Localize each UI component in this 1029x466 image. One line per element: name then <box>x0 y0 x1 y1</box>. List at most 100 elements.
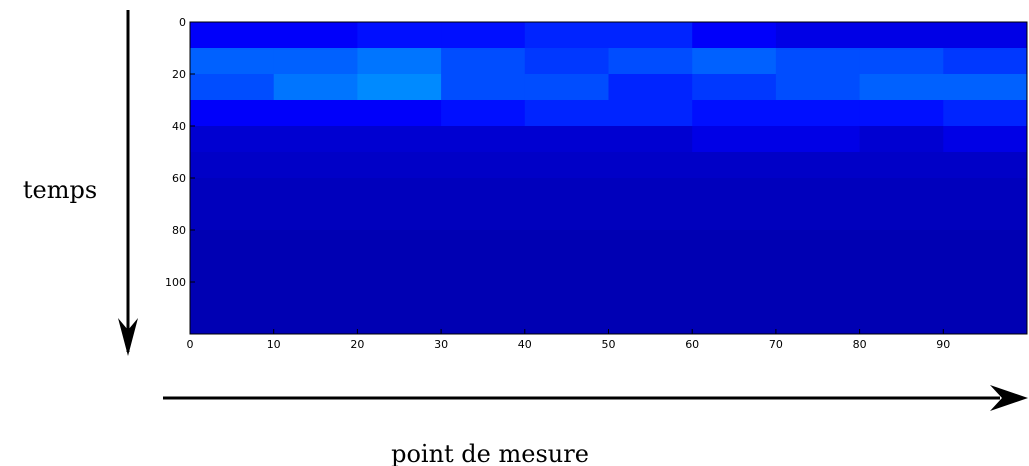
heat-cell <box>357 230 442 257</box>
arrow-head <box>990 385 1028 411</box>
heat-cell <box>357 22 442 49</box>
x-axis-label: point de mesure <box>391 440 589 466</box>
heat-cell <box>441 204 526 231</box>
heat-cell <box>441 100 526 127</box>
heat-cell <box>608 152 693 179</box>
heat-cell <box>943 308 1028 335</box>
heat-cell <box>441 152 526 179</box>
heat-cell <box>273 22 358 49</box>
heat-cell <box>190 204 275 231</box>
heat-cell <box>943 256 1028 283</box>
plot-area <box>189 21 1028 335</box>
heat-cell <box>273 308 358 335</box>
heat-cell <box>775 282 861 309</box>
heat-cell <box>943 100 1028 127</box>
heat-cell <box>943 74 1028 101</box>
heat-cell <box>357 178 442 205</box>
heat-cell <box>441 256 526 283</box>
heat-cell <box>441 282 526 309</box>
heat-cell <box>775 308 861 335</box>
x-tick-label: 60 <box>685 338 699 351</box>
y-tick-label: 40 <box>172 120 186 133</box>
x-tick-label: 50 <box>602 338 616 351</box>
heat-cell <box>608 204 693 231</box>
heat-cell <box>775 48 861 75</box>
heat-cell <box>190 178 275 205</box>
heat-cell <box>357 74 442 101</box>
heat-cell <box>859 256 944 283</box>
x-tick-label: 0 <box>187 338 194 351</box>
heat-cell <box>524 178 609 205</box>
heat-cell <box>692 48 777 75</box>
heat-cell <box>943 178 1028 205</box>
heat-cell <box>943 230 1028 257</box>
heat-cell <box>859 308 944 335</box>
heat-cell <box>608 100 693 127</box>
heat-cell <box>524 48 609 75</box>
heat-cell <box>775 230 861 257</box>
heat-cell <box>190 230 275 257</box>
heat-cell <box>859 230 944 257</box>
heat-cell <box>273 74 358 101</box>
heat-cell <box>190 256 275 283</box>
heat-cell <box>524 256 609 283</box>
heat-cell <box>608 74 693 101</box>
heat-cell <box>775 204 861 231</box>
heat-cell <box>273 152 358 179</box>
heat-cell <box>775 22 861 49</box>
heat-cell <box>441 230 526 257</box>
heat-cell <box>441 308 526 335</box>
heat-cell <box>273 230 358 257</box>
heat-cell <box>357 48 442 75</box>
heat-cell <box>692 256 777 283</box>
heat-cell <box>357 126 442 153</box>
heat-cell <box>943 48 1028 75</box>
heat-cell <box>943 204 1028 231</box>
heat-cell <box>608 230 693 257</box>
heat-cell <box>190 308 275 335</box>
heat-cell <box>524 282 609 309</box>
heat-cell <box>357 282 442 309</box>
arrow-head <box>118 318 138 356</box>
heat-cell <box>943 22 1028 49</box>
y-tick-label: 80 <box>172 224 186 237</box>
heat-cell <box>692 282 777 309</box>
heat-cell <box>273 204 358 231</box>
heat-cell <box>524 230 609 257</box>
heat-cell <box>524 126 609 153</box>
heat-cell <box>943 126 1028 153</box>
heat-cell <box>273 126 358 153</box>
heat-cell <box>692 100 777 127</box>
heat-cell <box>524 152 609 179</box>
heat-cell <box>608 256 693 283</box>
heat-cell <box>859 22 944 49</box>
heat-cell <box>692 152 777 179</box>
heat-cell <box>859 100 944 127</box>
heat-cell <box>273 178 358 205</box>
heat-cell <box>190 100 275 127</box>
heat-cell <box>357 100 442 127</box>
x-tick-label: 10 <box>267 338 281 351</box>
heat-cell <box>692 22 777 49</box>
heat-cell <box>692 230 777 257</box>
heat-cell <box>357 256 442 283</box>
heat-cell <box>859 178 944 205</box>
heat-cell <box>692 74 777 101</box>
heat-cell <box>524 308 609 335</box>
heat-cell <box>692 204 777 231</box>
heat-cell <box>943 152 1028 179</box>
heat-cell <box>943 282 1028 309</box>
heat-cell <box>608 126 693 153</box>
heat-cell <box>775 74 861 101</box>
heat-cell <box>608 22 693 49</box>
heat-cell <box>190 22 275 49</box>
heat-cell <box>273 282 358 309</box>
heat-cell <box>273 256 358 283</box>
y-axis-label: temps <box>23 176 97 204</box>
heat-cell <box>357 308 442 335</box>
heat-cell <box>524 22 609 49</box>
x-tick-label: 90 <box>936 338 950 351</box>
heat-cell <box>608 282 693 309</box>
heat-cell <box>775 100 861 127</box>
